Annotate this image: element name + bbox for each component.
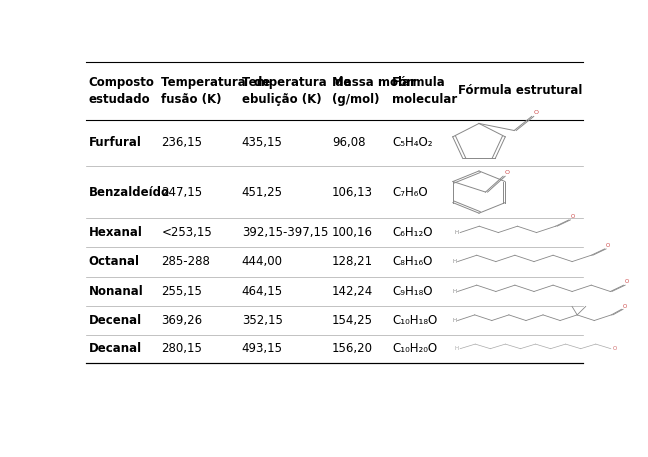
Text: Composto: Composto: [89, 75, 154, 89]
Text: 106,13: 106,13: [332, 186, 373, 199]
Text: O: O: [505, 170, 509, 175]
Text: 285-288: 285-288: [161, 255, 210, 268]
Text: C₅H₄O₂: C₅H₄O₂: [393, 136, 433, 149]
Text: 154,25: 154,25: [332, 314, 373, 327]
Text: O: O: [570, 214, 575, 219]
Text: O: O: [625, 279, 629, 284]
Text: 444,00: 444,00: [242, 255, 283, 268]
Text: 128,21: 128,21: [332, 255, 373, 268]
Text: O: O: [533, 110, 538, 115]
Text: 352,15: 352,15: [242, 314, 283, 327]
Text: H: H: [452, 259, 456, 264]
Text: Nonanal: Nonanal: [89, 285, 143, 298]
Text: Octanal: Octanal: [89, 255, 139, 268]
Text: Decenal: Decenal: [89, 314, 142, 327]
Text: 280,15: 280,15: [161, 342, 202, 355]
Text: Massa molar: Massa molar: [332, 75, 416, 89]
Text: C₁₀H₁₈O: C₁₀H₁₈O: [393, 314, 437, 327]
Text: C₁₀H₂₀O: C₁₀H₂₀O: [393, 342, 437, 355]
Text: Fórmula: Fórmula: [393, 75, 446, 89]
Text: H: H: [454, 230, 459, 235]
Text: 435,15: 435,15: [242, 136, 283, 149]
Text: C₉H₁₈O: C₉H₁₈O: [393, 285, 433, 298]
Text: Temperatura  de: Temperatura de: [242, 75, 351, 89]
Text: 247,15: 247,15: [161, 186, 202, 199]
Text: C₆H₁₂O: C₆H₁₂O: [393, 226, 433, 239]
Text: 493,15: 493,15: [242, 342, 283, 355]
Text: 236,15: 236,15: [161, 136, 202, 149]
Text: fusão (K): fusão (K): [161, 93, 222, 106]
Text: Furfural: Furfural: [89, 136, 141, 149]
Text: Decanal: Decanal: [89, 342, 142, 355]
Text: 392,15-397,15: 392,15-397,15: [242, 226, 328, 239]
Text: 100,16: 100,16: [332, 226, 373, 239]
Text: C₇H₆O: C₇H₆O: [393, 186, 428, 199]
Text: O: O: [606, 243, 610, 248]
Text: <253,15: <253,15: [161, 226, 212, 239]
Text: 464,15: 464,15: [242, 285, 283, 298]
Text: O: O: [612, 346, 617, 351]
Text: Fórmula estrutural: Fórmula estrutural: [457, 85, 582, 97]
Text: Benzaldeído: Benzaldeído: [89, 186, 170, 199]
Text: ebulição (K): ebulição (K): [242, 93, 321, 106]
Text: molecular: molecular: [393, 93, 457, 106]
Text: C₈H₁₆O: C₈H₁₆O: [393, 255, 433, 268]
Text: 96,08: 96,08: [332, 136, 365, 149]
Text: O: O: [623, 303, 627, 308]
Text: (g/mol): (g/mol): [332, 93, 380, 106]
Text: 451,25: 451,25: [242, 186, 283, 199]
Text: H: H: [452, 318, 456, 323]
Text: 156,20: 156,20: [332, 342, 373, 355]
Text: 142,24: 142,24: [332, 285, 373, 298]
Text: 255,15: 255,15: [161, 285, 202, 298]
Text: Temperatura  de: Temperatura de: [161, 75, 271, 89]
Text: Hexanal: Hexanal: [89, 226, 143, 239]
Text: H: H: [454, 346, 459, 351]
Text: estudado: estudado: [89, 93, 150, 106]
Text: 369,26: 369,26: [161, 314, 202, 327]
Text: H: H: [452, 289, 456, 294]
